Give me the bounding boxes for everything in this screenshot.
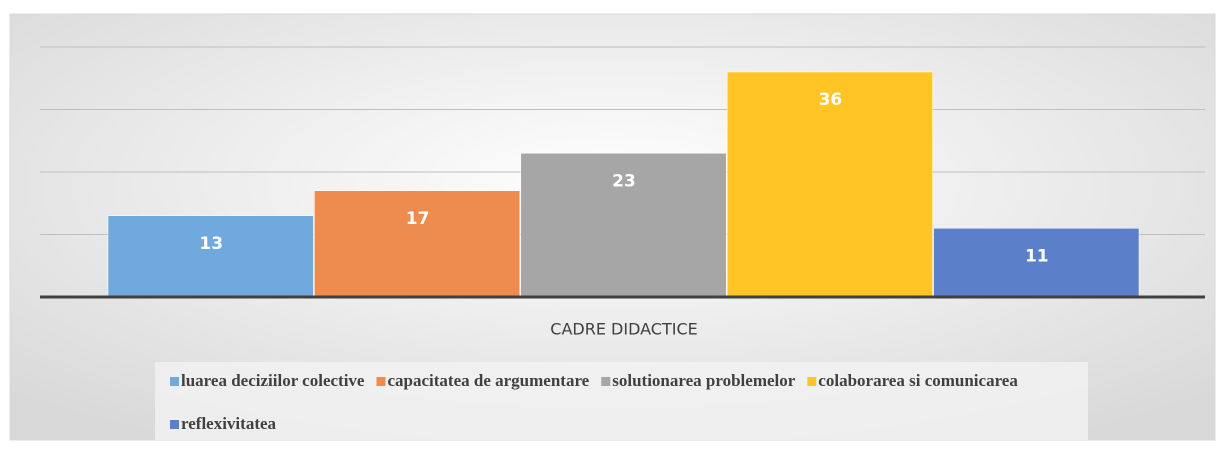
legend-box — [155, 362, 1088, 440]
legend-marker — [170, 377, 179, 386]
legend-marker — [170, 420, 179, 429]
data-label: 13 — [199, 234, 223, 254]
legend-label: reflexivitatea — [181, 414, 277, 433]
legend-label: solutionarea problemelor — [612, 371, 796, 390]
legend-label: colaborarea si comunicarea — [818, 371, 1018, 390]
legend-marker — [807, 377, 817, 386]
data-label: 11 — [1025, 246, 1049, 266]
bar — [314, 190, 521, 298]
data-label: 23 — [612, 171, 636, 191]
bar — [520, 153, 727, 298]
legend-marker — [376, 377, 386, 386]
x-tick-label: CADRE DIDACTICE — [550, 320, 697, 339]
legend-label: capacitatea de argumentare — [387, 371, 589, 390]
legend-label: luarea deciziilor colective — [181, 371, 365, 390]
bar — [726, 71, 933, 298]
legend-marker — [601, 377, 611, 386]
bar — [933, 228, 1140, 298]
bar — [107, 215, 314, 298]
data-label: 36 — [819, 90, 843, 110]
data-label: 17 — [406, 209, 430, 229]
